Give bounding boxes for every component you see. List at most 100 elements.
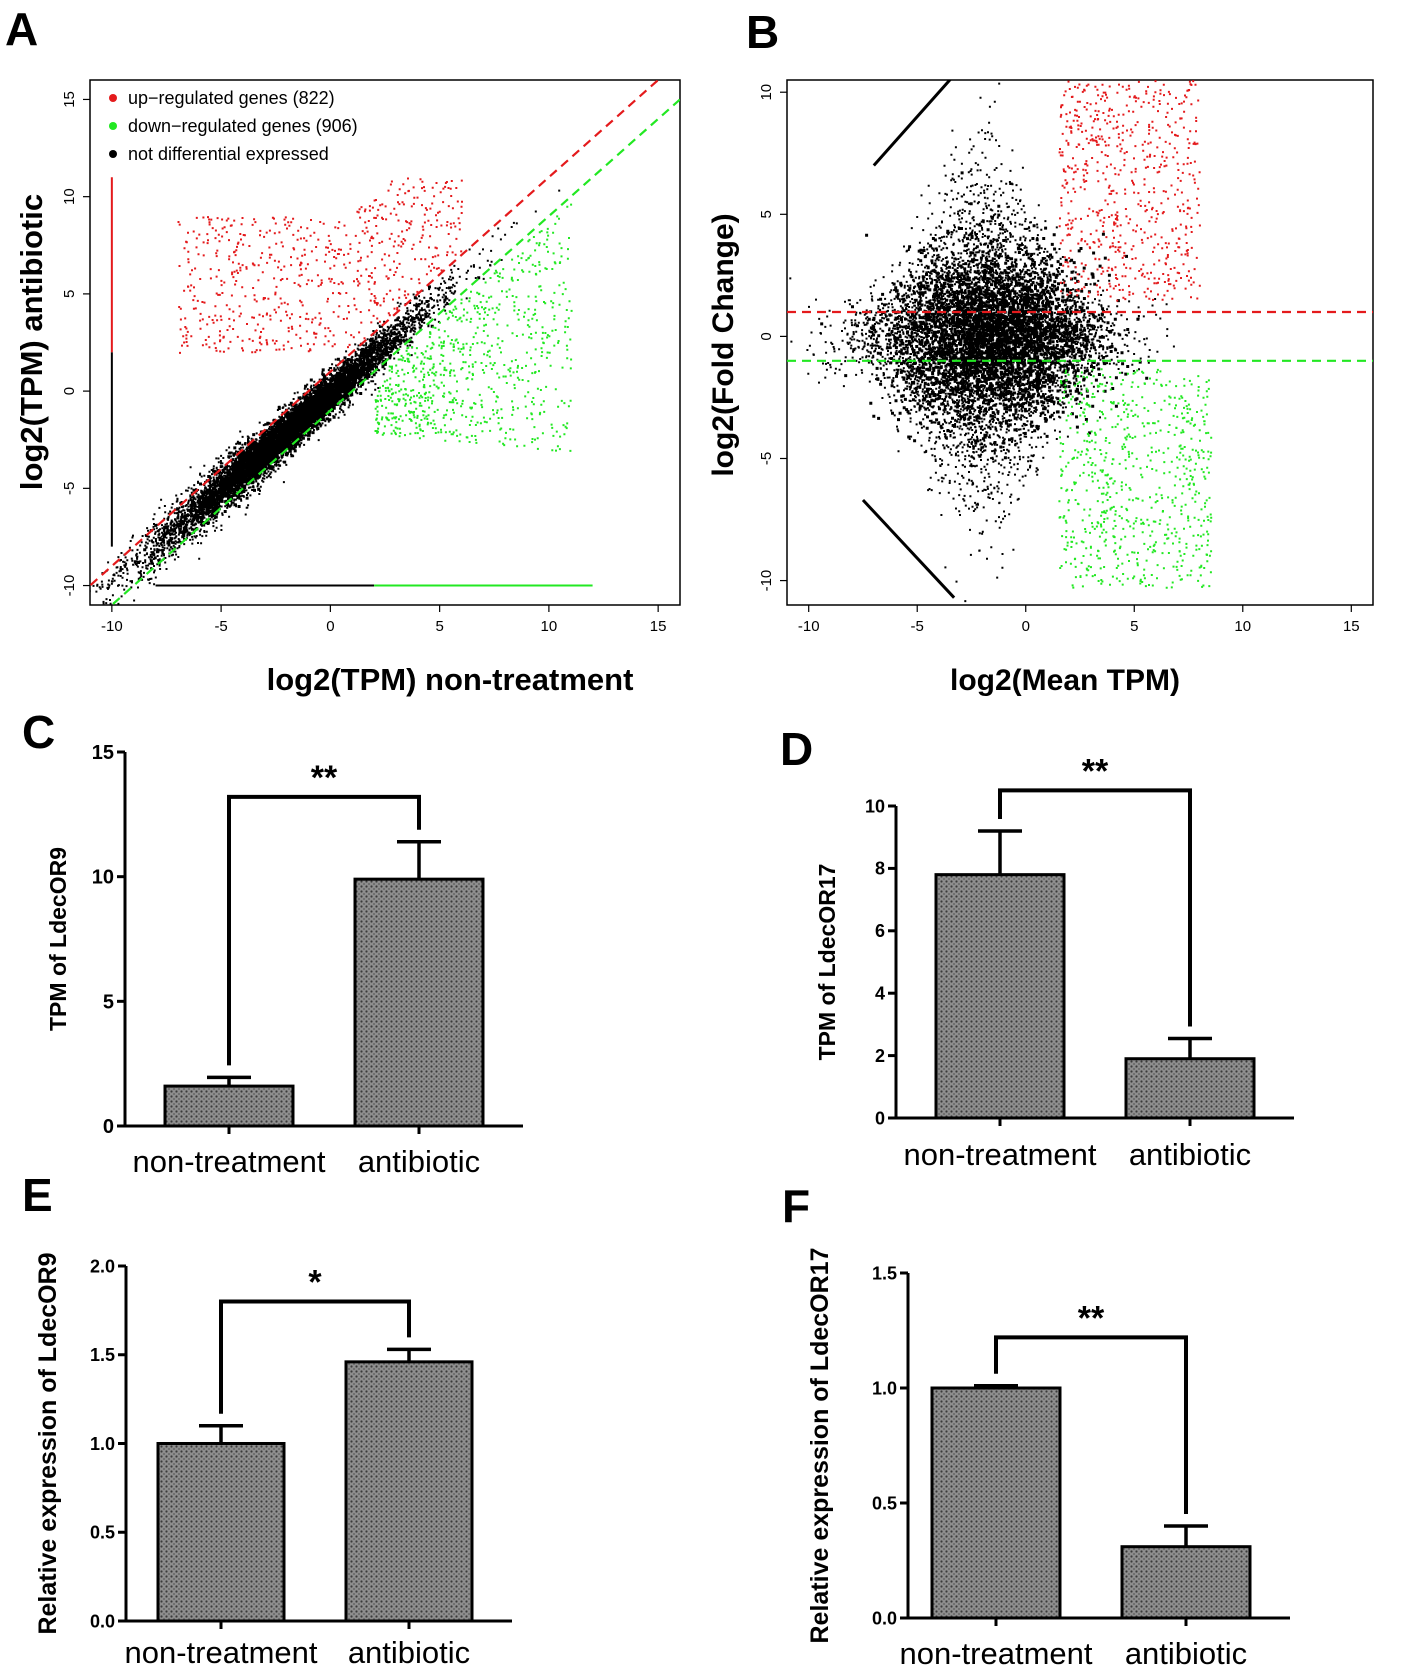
panel-label-e: E — [22, 1169, 53, 1221]
y-tick-label: 5 — [61, 290, 78, 298]
panel-f-bar: 0.0 0.5 1.0 1.5 Relative expression of LdecO… — [806, 1248, 1290, 1671]
panel-label-c: C — [22, 706, 55, 758]
up-points — [1058, 80, 1201, 302]
y-tick-label: 1.5 — [90, 1345, 115, 1365]
bar-antibiotic — [1124, 1057, 1256, 1120]
panel-d-bar: 0 2 4 6 8 10 TPM of LdecOR17 non-treatment antib… — [814, 752, 1294, 1172]
y-axis-label: log2(Fold Change) — [707, 213, 740, 476]
x-tick-label: -10 — [101, 618, 123, 635]
y-tick-label: -5 — [758, 452, 775, 465]
legend-label-down: down−regulated genes (906) — [128, 116, 358, 136]
y-tick-label: 15 — [61, 91, 78, 108]
axes: -10 -5 0 5 10 15 -10 -5 0 5 10 — [758, 84, 1360, 635]
neutral-points — [90, 189, 561, 605]
significance-marker: ** — [1082, 752, 1109, 790]
category-label: antibiotic — [1125, 1636, 1247, 1671]
down-points — [1058, 368, 1213, 589]
x-tick-label: -5 — [911, 618, 924, 635]
category-label: non-treatment — [900, 1636, 1093, 1671]
y-tick-label: 10 — [758, 84, 775, 101]
legend: up−regulated genes (822) down−regulated … — [109, 88, 358, 164]
legend-marker-up — [109, 94, 117, 102]
category-label: antibiotic — [358, 1144, 480, 1179]
panel-c-bar: 0 5 10 15 TPM of LdecOR9 non-treatment antibio… — [45, 742, 523, 1179]
y-tick-label: 0.0 — [872, 1608, 897, 1628]
y-axis-label: log2(TPM) antibiotic — [14, 194, 49, 490]
x-tick-label: 15 — [1343, 618, 1360, 635]
x-tick-label: 0 — [1022, 618, 1030, 635]
significance-bracket — [219, 1299, 411, 1414]
y-tick-label: 5 — [103, 991, 114, 1013]
y-tick-label: 8 — [875, 859, 885, 879]
legend-label-up: up−regulated genes (822) — [128, 88, 335, 108]
significance-marker: * — [308, 1264, 322, 1302]
x-tick-label: 0 — [326, 618, 334, 635]
threshold-line — [110, 97, 680, 605]
y-axis-label: TPM of LdecOR9 — [45, 847, 71, 1031]
y-tick-label: -5 — [61, 482, 78, 495]
bar-non-treatment — [163, 1084, 295, 1128]
neutral-points — [789, 82, 1175, 603]
panel-label-d: D — [780, 723, 813, 775]
y-tick-label: 6 — [875, 921, 885, 941]
axes: -10 -5 0 5 10 15 -10 -5 0 5 10 15 — [61, 91, 666, 635]
legend-marker-neutral — [109, 150, 117, 158]
category-label: non-treatment — [133, 1144, 326, 1179]
y-tick-label: 4 — [875, 984, 885, 1004]
panel-b-scatter: -10 -5 0 5 10 15 -10 -5 0 5 10 log2(Mean TPM) log2… — [707, 79, 1374, 697]
y-axis-label: Relative expression of LdecOR9 — [34, 1252, 62, 1634]
x-axis-label: log2(TPM) non-treatment — [267, 662, 634, 697]
plot-frame — [89, 79, 681, 606]
scatter-points — [787, 80, 1373, 603]
y-tick-label: 2.0 — [90, 1256, 115, 1276]
significance-bracket — [227, 794, 421, 1066]
upper-streak — [872, 80, 952, 167]
x-tick-label: 5 — [435, 618, 443, 635]
lower-streak — [861, 498, 956, 599]
y-tick-label: 0.5 — [90, 1523, 115, 1543]
significance-marker: ** — [1078, 1299, 1105, 1337]
category-label: non-treatment — [904, 1137, 1097, 1172]
bar-antibiotic — [353, 877, 485, 1128]
y-tick-label: 0.5 — [872, 1493, 897, 1513]
bar-non-treatment — [156, 1442, 286, 1623]
threshold-line — [90, 80, 660, 588]
scatter-points — [90, 80, 680, 605]
x-tick-label: 15 — [650, 618, 667, 635]
y-tick-label: 10 — [865, 796, 885, 816]
plot-frame — [786, 79, 1374, 606]
panel-label-f: F — [782, 1180, 810, 1232]
y-tick-label: 0.0 — [90, 1611, 115, 1631]
y-tick-label: 1.0 — [90, 1434, 115, 1454]
x-tick-label: -10 — [798, 618, 820, 635]
up-points — [177, 177, 463, 354]
x-tick-label: 10 — [1234, 618, 1251, 635]
legend-label-neutral: not differential expressed — [128, 144, 329, 164]
significance-bracket — [998, 788, 1192, 1027]
y-axis-label: Relative expression of LdecOR17 — [806, 1248, 834, 1644]
bar-non-treatment — [934, 873, 1066, 1120]
panel-label-a: A — [5, 3, 38, 55]
y-tick-label: 0 — [61, 387, 78, 395]
panel-a-scatter: -10 -5 0 5 10 15 -10 -5 0 5 10 15 up−regulated gene… — [14, 79, 681, 697]
y-tick-label: 10 — [61, 188, 78, 205]
significance-bracket — [994, 1335, 1188, 1514]
y-tick-label: 10 — [92, 867, 114, 889]
y-tick-label: 15 — [92, 742, 114, 764]
y-axis-label: TPM of LdecOR17 — [814, 864, 840, 1061]
down-points — [374, 203, 573, 452]
bar-antibiotic — [1120, 1545, 1252, 1620]
category-label: antibiotic — [1129, 1137, 1251, 1172]
y-tick-label: -10 — [758, 570, 775, 592]
category-label: antibiotic — [348, 1635, 470, 1670]
y-tick-label: 5 — [758, 210, 775, 218]
x-tick-label: 5 — [1130, 618, 1138, 635]
significance-marker: ** — [311, 759, 338, 797]
x-tick-label: -5 — [214, 618, 227, 635]
legend-marker-down — [109, 122, 117, 130]
y-tick-label: 0 — [758, 332, 775, 340]
y-tick-label: 0 — [875, 1108, 885, 1128]
y-tick-label: 1.5 — [872, 1263, 897, 1283]
category-label: non-treatment — [125, 1635, 318, 1670]
